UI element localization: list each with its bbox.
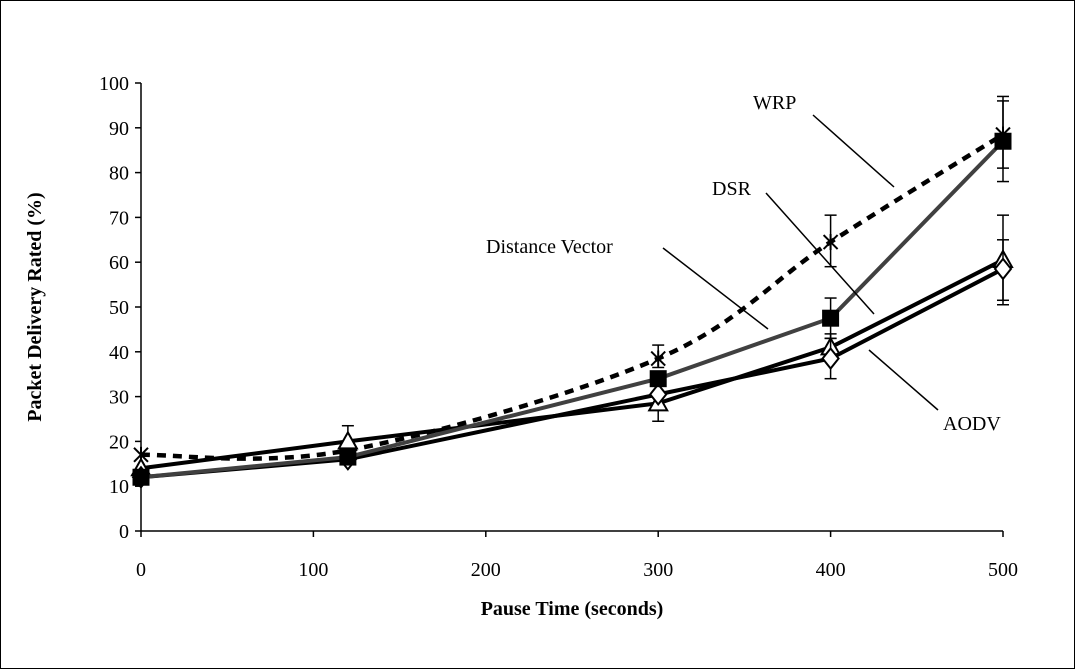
callout-label-distance-vector: Distance Vector xyxy=(486,236,613,258)
series-line-dsr xyxy=(140,139,1005,480)
data-point-dsr xyxy=(649,370,667,388)
y-tick-label: 70 xyxy=(109,207,129,229)
series-layer xyxy=(130,95,1014,489)
y-tick-label: 20 xyxy=(109,431,129,453)
y-tick-label: 10 xyxy=(109,476,129,498)
x-tick-label: 200 xyxy=(471,559,501,581)
y-axis-title: Packet Delivery Rated (%) xyxy=(24,192,46,421)
y-tick-label: 40 xyxy=(109,342,129,364)
y-tick-label: 90 xyxy=(109,118,129,140)
data-point-dsr xyxy=(339,448,357,466)
data-point-dsr xyxy=(132,468,150,486)
y-tick-label: 100 xyxy=(99,73,129,95)
series-line-distance-vector xyxy=(140,258,1004,471)
x-tick-label: 0 xyxy=(136,559,146,581)
callouts: WRP DSR Distance Vector AODV xyxy=(486,92,1001,435)
x-tick-label: 500 xyxy=(988,559,1018,581)
callout-label-wrp: WRP xyxy=(753,92,796,114)
y-tick-label: 0 xyxy=(119,521,129,543)
callout-line-dsr xyxy=(765,192,875,315)
callout-line-distance-vector xyxy=(662,247,769,330)
series-wrp xyxy=(133,95,1011,463)
series-line-aodv xyxy=(140,267,1004,480)
data-point-aodv xyxy=(648,382,668,406)
callout-label-dsr: DSR xyxy=(712,178,752,200)
y-tick-label: 30 xyxy=(109,387,129,409)
series-line-wrp xyxy=(140,132,1005,461)
series-aodv xyxy=(131,239,1013,489)
callout-label-aodv: AODV xyxy=(943,413,1001,435)
y-tick-label: 80 xyxy=(109,163,129,185)
ticks: 0 10 20 30 40 50 60 70 80 90 100 0 100 200 300 400 500 xyxy=(99,73,1018,581)
data-point-wrp xyxy=(822,234,839,251)
data-point-dsr xyxy=(822,309,840,327)
series-dsr xyxy=(132,100,1012,486)
data-point-aodv xyxy=(821,346,840,371)
x-tick-label: 300 xyxy=(643,559,673,581)
x-tick-label: 100 xyxy=(298,559,328,581)
data-point-dsr xyxy=(994,132,1012,150)
data-point-aodv xyxy=(993,257,1013,281)
x-axis-title: Pause Time (seconds) xyxy=(481,598,664,620)
data-point-wrp xyxy=(650,350,666,367)
x-tick-label: 400 xyxy=(816,559,846,581)
y-tick-label: 50 xyxy=(109,297,129,319)
y-tick-label: 60 xyxy=(109,252,129,274)
callout-line-wrp xyxy=(812,114,895,188)
callout-line-aodv xyxy=(868,349,939,411)
